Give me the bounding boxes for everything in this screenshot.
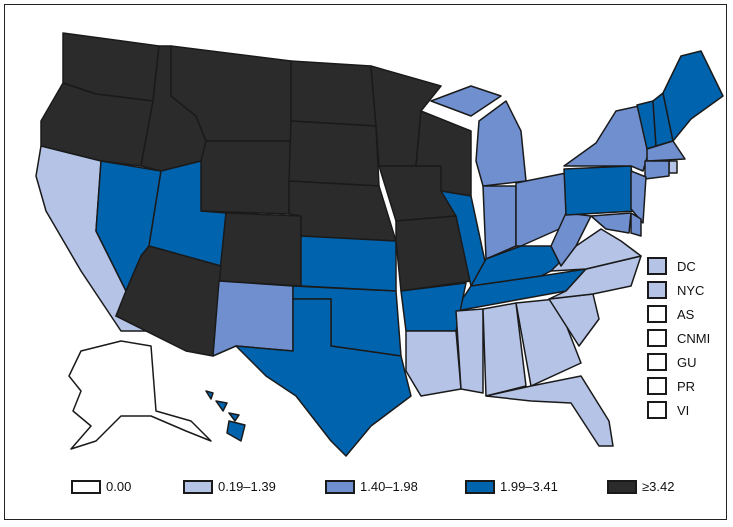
- state-fl: [485, 375, 614, 447]
- territory-vi: VI: [647, 401, 689, 419]
- state-wy: [200, 140, 292, 215]
- state-sd: [288, 120, 380, 187]
- state-hi-3: [228, 412, 240, 422]
- state-nj: [630, 170, 647, 224]
- swatch: [647, 305, 667, 323]
- state-ga: [515, 298, 582, 387]
- state-nd: [290, 60, 377, 127]
- swatch: [647, 377, 667, 395]
- legend-item: ≥3.42: [607, 479, 674, 494]
- state-ct: [644, 160, 670, 180]
- state-hi-4: [226, 420, 246, 442]
- state-or: [40, 82, 154, 167]
- legend-item: 0.00: [71, 479, 131, 494]
- state-in: [482, 185, 517, 260]
- legend-item: 1.99–3.41: [465, 479, 558, 494]
- territory-nyc: NYC: [647, 281, 704, 299]
- state-ak: [68, 340, 212, 450]
- state-md: [590, 212, 632, 234]
- swatch: [465, 479, 495, 494]
- territory-dc: DC: [647, 257, 696, 275]
- state-ks: [300, 235, 397, 292]
- swatch: [647, 257, 667, 275]
- state-co: [218, 212, 302, 287]
- state-tx: [235, 298, 412, 457]
- state-pa: [563, 165, 637, 216]
- state-la: [405, 330, 462, 397]
- territory-as: AS: [647, 305, 694, 323]
- state-ne: [288, 180, 397, 242]
- legend-item: 1.40–1.98: [325, 479, 418, 494]
- swatch: [325, 479, 355, 494]
- swatch: [183, 479, 213, 494]
- state-wv: [550, 212, 592, 267]
- territory-label: CNMI: [677, 330, 711, 346]
- legend-label: ≥3.42: [642, 479, 675, 494]
- swatch: [647, 401, 667, 419]
- state-hi-2: [215, 400, 228, 412]
- state-ri: [668, 160, 678, 174]
- state-mi-upper: [430, 85, 502, 117]
- state-nm: [212, 280, 294, 357]
- territory-label: DC: [677, 258, 696, 274]
- swatch: [647, 329, 667, 347]
- legend-label: 1.99–3.41: [500, 479, 558, 494]
- state-ms: [455, 308, 484, 394]
- state-hi-1: [205, 390, 214, 400]
- territory-label: NYC: [677, 282, 705, 298]
- state-me: [662, 50, 724, 142]
- legend-label: 0.19–1.39: [218, 479, 276, 494]
- territory-label: VI: [677, 402, 690, 418]
- territory-label: PR: [677, 378, 696, 394]
- state-ma: [646, 140, 686, 162]
- state-al: [482, 302, 527, 397]
- state-oh: [515, 172, 567, 247]
- legend-item: 0.19–1.39: [183, 479, 276, 494]
- territory-label: GU: [677, 354, 697, 370]
- territory-pr: PR: [647, 377, 695, 395]
- swatch: [607, 479, 637, 494]
- map-frame: DC NYC AS CNMI GU PR VI 0.00 0.19–1.39 1…: [4, 4, 727, 520]
- state-de: [630, 212, 642, 237]
- swatch: [71, 479, 101, 494]
- state-ny: [563, 105, 650, 172]
- territory-cnmi: CNMI: [647, 329, 710, 347]
- territory-gu: GU: [647, 353, 697, 371]
- state-mi: [475, 100, 527, 187]
- territory-label: AS: [677, 306, 695, 322]
- swatch: [647, 281, 667, 299]
- legend-label: 0.00: [106, 479, 132, 494]
- swatch: [647, 353, 667, 371]
- legend-label: 1.40–1.98: [360, 479, 418, 494]
